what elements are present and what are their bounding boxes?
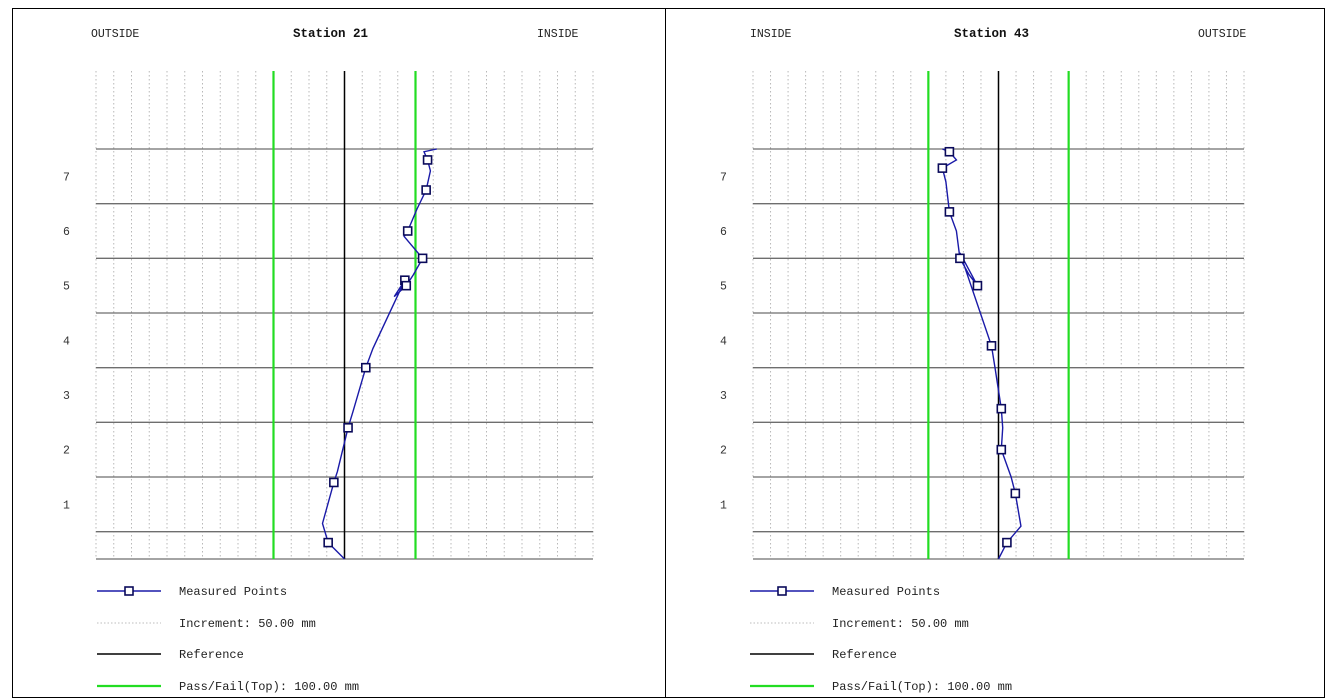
station-21-chart: OUTSIDE Station 21 INSIDE 1 2 3 4 5 6 7 Measur… xyxy=(13,9,665,697)
measured-point-marker xyxy=(422,186,430,194)
y-tick-label: 1 xyxy=(720,499,727,512)
measured-point-marker xyxy=(402,282,410,290)
y-tick-label: 5 xyxy=(63,281,70,294)
y-axis-ticks: 1 2 3 4 5 6 7 xyxy=(720,171,727,512)
station-21-panel: OUTSIDE Station 21 INSIDE 1 2 3 4 5 6 7 Measur… xyxy=(12,8,666,698)
legend: Measured Points Increment: 50.00 mm Refere… xyxy=(97,585,359,694)
measured-point-marker xyxy=(424,156,432,164)
y-tick-label: 5 xyxy=(720,281,727,294)
y-tick-label: 3 xyxy=(720,390,727,403)
measured-point-marker xyxy=(324,539,332,547)
y-tick-label: 7 xyxy=(63,171,70,184)
legend-label: Pass/Fail(Top): 100.00 mm xyxy=(832,680,1012,694)
legend-label: Increment: 50.00 mm xyxy=(832,617,969,631)
measured-point-marker xyxy=(330,478,338,486)
measured-point-marker xyxy=(1011,489,1019,497)
measured-point-marker xyxy=(362,364,370,372)
measured-point-marker xyxy=(987,342,995,350)
chart-title: Station 43 xyxy=(954,27,1029,41)
legend-label: Measured Points xyxy=(832,585,940,599)
y-tick-label: 4 xyxy=(63,335,70,348)
y-tick-label: 1 xyxy=(63,499,70,512)
y-tick-label: 2 xyxy=(63,445,70,458)
right-side-label: OUTSIDE xyxy=(1198,28,1246,41)
measured-point-marker xyxy=(344,424,352,432)
measured-point-marker xyxy=(997,446,1005,454)
station-43-chart: INSIDE Station 43 OUTSIDE 1 2 3 4 5 6 7 Measur… xyxy=(666,9,1324,697)
legend-label: Measured Points xyxy=(179,585,287,599)
left-side-label: OUTSIDE xyxy=(91,28,139,41)
y-axis-ticks: 1 2 3 4 5 6 7 xyxy=(63,171,70,512)
measured-point-marker xyxy=(973,282,981,290)
station-43-panel: INSIDE Station 43 OUTSIDE 1 2 3 4 5 6 7 Measur… xyxy=(666,8,1325,698)
measured-point-marker xyxy=(1003,539,1011,547)
reference-lines xyxy=(928,71,1068,559)
y-tick-label: 4 xyxy=(720,335,727,348)
legend: Measured Points Increment: 50.00 mm Refere… xyxy=(750,585,1012,694)
legend-label: Reference xyxy=(832,648,897,662)
measured-series xyxy=(322,149,436,559)
right-side-label: INSIDE xyxy=(537,28,579,41)
reference-lines xyxy=(274,71,416,559)
measured-point-marker xyxy=(419,254,427,262)
measured-point-marker xyxy=(945,148,953,156)
measured-point-marker xyxy=(997,405,1005,413)
measured-series xyxy=(938,148,1021,559)
y-tick-label: 6 xyxy=(720,226,727,239)
measured-point-marker xyxy=(938,164,946,172)
y-tick-label: 6 xyxy=(63,226,70,239)
legend-label: Reference xyxy=(179,648,244,662)
y-tick-label: 2 xyxy=(720,445,727,458)
y-tick-label: 7 xyxy=(720,171,727,184)
y-tick-label: 3 xyxy=(63,390,70,403)
legend-label: Pass/Fail(Top): 100.00 mm xyxy=(179,680,359,694)
measured-point-marker xyxy=(945,208,953,216)
chart-title: Station 21 xyxy=(293,27,368,41)
measured-point-marker xyxy=(404,227,412,235)
legend-label: Increment: 50.00 mm xyxy=(179,617,316,631)
legend-measured-marker xyxy=(778,587,786,595)
legend-measured-marker xyxy=(125,587,133,595)
left-side-label: INSIDE xyxy=(750,28,792,41)
measured-line xyxy=(322,149,436,559)
measured-point-marker xyxy=(956,254,964,262)
